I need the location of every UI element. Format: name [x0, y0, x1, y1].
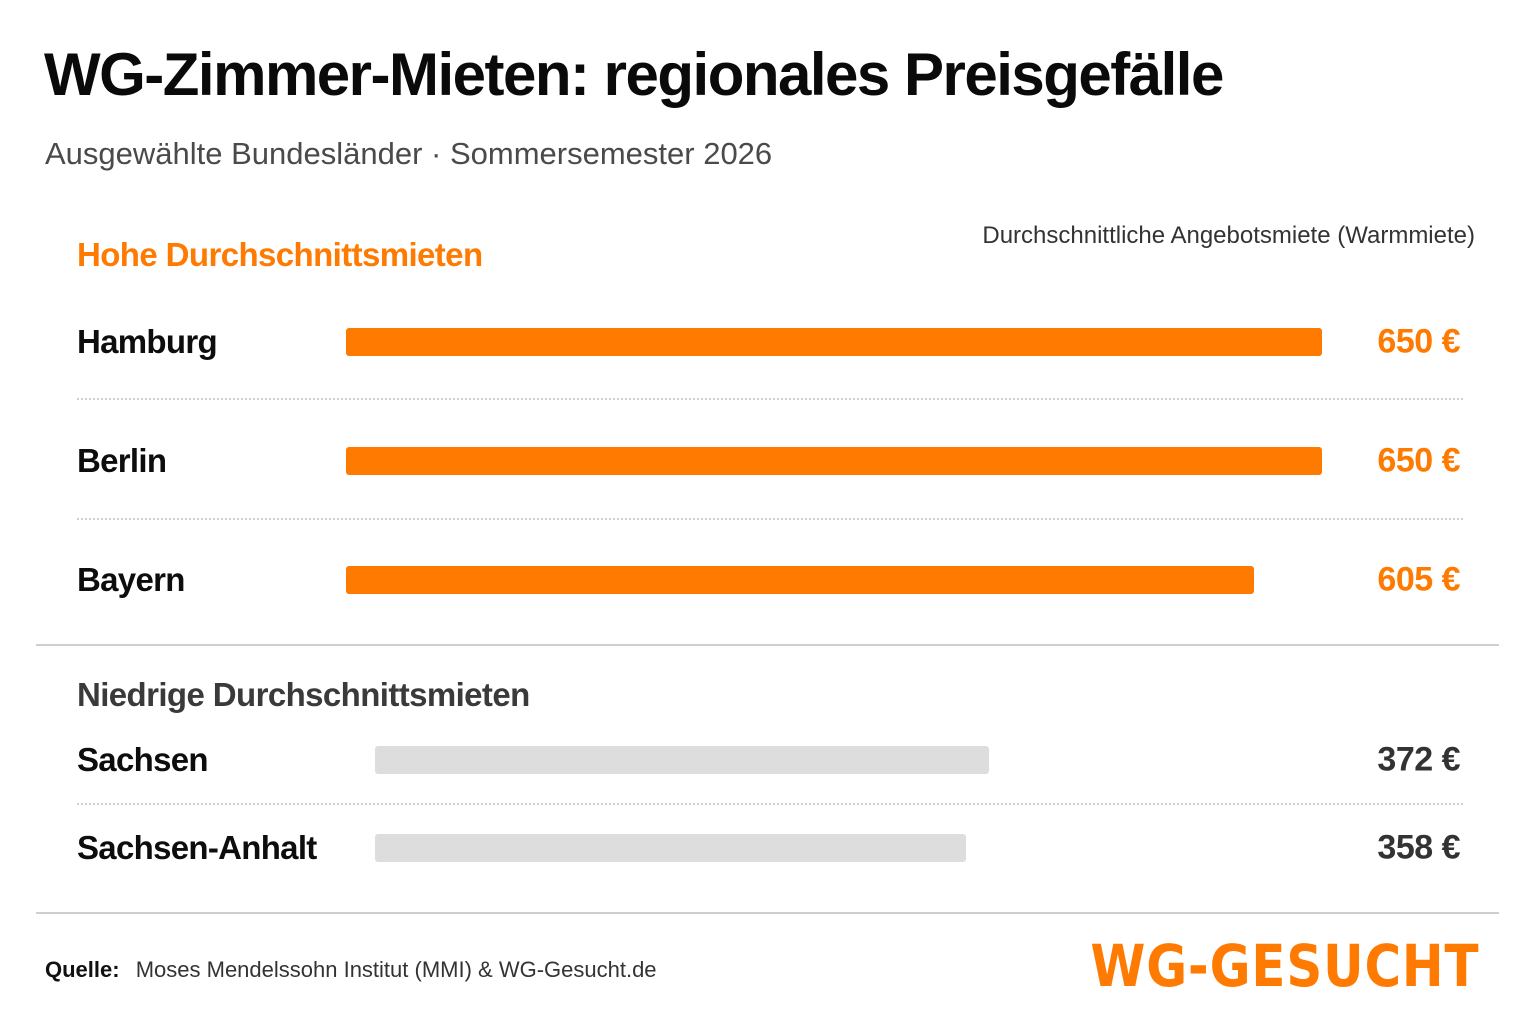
row-divider	[77, 518, 1463, 520]
source-text: Moses Mendelssohn Institut (MMI) & WG-Ge…	[135, 957, 657, 982]
bar-track	[375, 746, 1487, 774]
bar-row-hamburg: Hamburg 650 €	[0, 312, 1536, 372]
bar-track	[346, 447, 1322, 475]
wg-gesucht-logo: WG-GESUCHT	[1089, 932, 1479, 1000]
chart-subtitle: Ausgewählte Bundesländer · Sommersemeste…	[45, 136, 773, 171]
row-divider	[77, 803, 1463, 805]
bar-label: Bayern	[77, 561, 185, 598]
source-note: Quelle: Moses Mendelssohn Institut (MMI)…	[45, 957, 657, 983]
row-divider	[77, 398, 1463, 400]
footer-divider	[36, 912, 1499, 914]
bar-row-berlin: Berlin 650 €	[0, 431, 1536, 491]
bar-label: Sachsen-Anhalt	[77, 829, 317, 866]
source-label: Quelle:	[45, 957, 120, 982]
bar-label: Sachsen	[77, 741, 209, 778]
bar	[346, 566, 1255, 594]
bar-row-sachsen-anhalt: Sachsen-Anhalt 358 €	[0, 818, 1536, 878]
group-label-high: Hohe Durchschnittsmieten	[77, 236, 483, 273]
bar-track	[346, 328, 1322, 356]
bar-track	[375, 834, 1487, 862]
bar-row-sachsen: Sachsen 372 €	[0, 730, 1536, 790]
bar-value-label: 372 €	[1377, 740, 1460, 779]
bar-label: Hamburg	[77, 323, 218, 360]
bar	[346, 328, 1322, 356]
bar-value-label: 650 €	[1377, 322, 1460, 361]
bar-row-bayern: Bayern 605 €	[0, 550, 1536, 610]
chart-title: WG-Zimmer-Mieten: regionales Preisgefäll…	[44, 41, 1224, 108]
bar-value-label: 358 €	[1377, 828, 1460, 867]
section-divider	[36, 644, 1499, 646]
bar-label: Berlin	[77, 442, 167, 479]
bar	[375, 834, 967, 862]
bar-value-label: 650 €	[1377, 441, 1460, 480]
bar-track	[346, 566, 1322, 594]
bar	[346, 447, 1322, 475]
group-label-low: Niedrige Durchschnittsmieten	[77, 676, 530, 713]
value-axis-label: Durchschnittliche Angebotsmiete (Warmmie…	[982, 222, 1475, 249]
bar-value-label: 605 €	[1377, 560, 1460, 599]
bar	[375, 746, 990, 774]
